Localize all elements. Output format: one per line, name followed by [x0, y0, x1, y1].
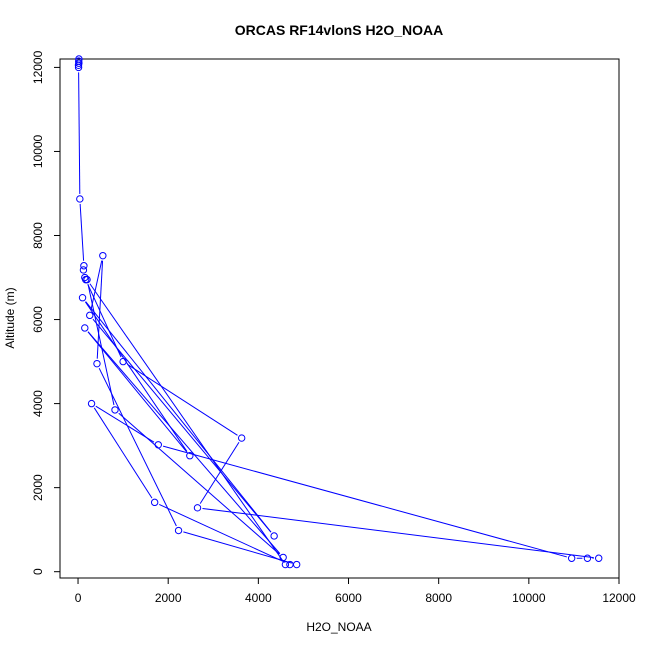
series-segment	[159, 503, 286, 563]
series-segment	[202, 507, 594, 559]
series-segment	[92, 318, 272, 533]
series-segment	[118, 412, 280, 555]
x-tick-label: 2000	[155, 591, 182, 605]
series-segment	[87, 283, 122, 358]
y-tick-label: 8000	[31, 222, 45, 249]
x-tick-label: 4000	[245, 591, 272, 605]
data-point	[111, 406, 119, 414]
y-tick-label: 2000	[31, 474, 45, 501]
y-axis: 0 2000 4000 6000 8000 10000 12000	[31, 50, 61, 575]
data-point	[76, 195, 84, 203]
series-segment	[93, 407, 153, 499]
series-segment	[87, 284, 115, 406]
data-point	[119, 357, 127, 366]
y-axis-label: Altitude (m)	[3, 287, 17, 348]
data-point	[74, 63, 83, 72]
x-tick-label: 10000	[512, 591, 546, 605]
data-point	[270, 532, 278, 540]
y-tick-label: 6000	[31, 306, 45, 333]
data-point	[237, 434, 246, 442]
series-segment	[89, 283, 283, 561]
data-point	[292, 560, 301, 569]
x-tick-label: 12000	[602, 591, 636, 605]
data-point	[583, 554, 592, 562]
series-segment	[87, 331, 281, 554]
series-segment	[87, 331, 188, 453]
data-point	[83, 275, 91, 284]
series-segment	[162, 445, 567, 558]
series-segment	[85, 301, 272, 533]
series-segment	[90, 260, 103, 311]
data-point	[174, 526, 183, 535]
data-point	[281, 560, 290, 569]
data-point	[279, 553, 287, 562]
data-point	[154, 441, 162, 449]
data-point	[567, 554, 576, 562]
x-tick-label: 0	[75, 591, 82, 605]
y-tick-label: 0	[31, 568, 45, 575]
x-tick-label: 8000	[425, 591, 452, 605]
series-segment	[199, 442, 240, 504]
data-point	[79, 266, 88, 274]
y-tick-label: 12000	[31, 50, 45, 84]
data-point	[93, 359, 101, 368]
x-tick-label: 6000	[335, 591, 362, 605]
data-point	[186, 452, 194, 460]
y-tick-label: 4000	[31, 390, 45, 417]
series-segment	[96, 260, 104, 359]
data-point	[99, 251, 107, 260]
chart-title: ORCAS RF14vlonS H2O_NOAA	[235, 22, 443, 38]
data-point	[74, 61, 83, 70]
data-point	[193, 504, 202, 512]
series-lines	[78, 72, 594, 564]
x-axis-label: H2O_NOAA	[306, 620, 371, 634]
data-point	[80, 262, 88, 270]
data-point	[595, 554, 603, 562]
x-axis: 0 2000 4000 6000 8000 10000 12000	[75, 577, 636, 605]
data-point	[87, 399, 96, 408]
series-points	[74, 55, 603, 569]
data-point	[150, 498, 159, 507]
data-point	[78, 293, 87, 302]
series-segment	[183, 531, 293, 564]
series-segment	[78, 72, 81, 194]
series-segment	[79, 203, 85, 261]
data-point	[86, 311, 94, 320]
data-point	[81, 324, 89, 332]
y-tick-label: 10000	[31, 134, 45, 168]
